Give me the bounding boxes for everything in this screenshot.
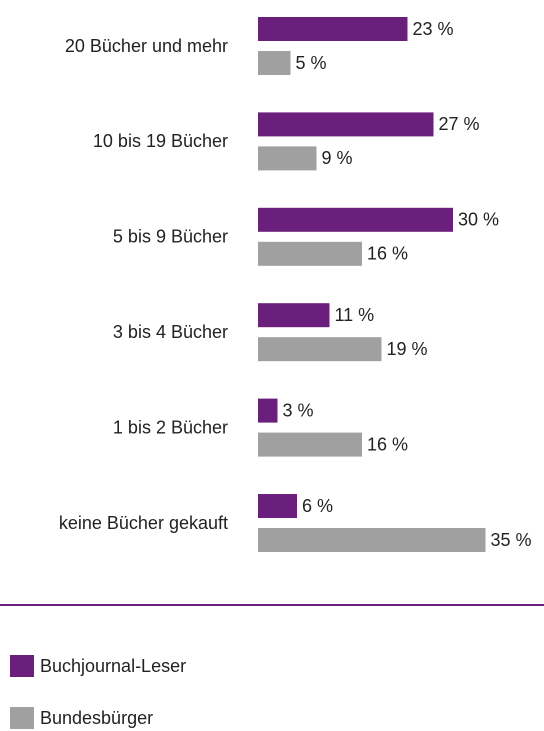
value-label: 19 % [387,339,428,359]
category-label: 3 bis 4 Bücher [113,322,228,342]
category-label: 20 Bücher und mehr [65,36,228,56]
category-label: keine Bücher gekauft [59,513,228,533]
bar [258,241,362,266]
bar [258,494,297,518]
legend-swatch [10,655,34,677]
value-label: 5 % [296,53,327,73]
bar [258,51,291,75]
category-label: 5 bis 9 Bücher [113,227,228,247]
bar [258,398,278,423]
bar [258,207,453,232]
bar [258,112,434,137]
value-label: 16 % [367,244,408,264]
bar [258,337,382,362]
legend-label: Buchjournal-Leser [40,656,186,676]
legend-label: Bundesbürger [40,708,153,728]
bar [258,303,330,328]
value-label: 6 % [302,496,333,516]
value-label: 35 % [491,530,532,550]
value-label: 23 % [413,19,454,39]
value-label: 11 % [335,305,375,325]
value-label: 30 % [458,210,499,230]
value-label: 3 % [283,400,314,420]
legend-swatch [10,707,34,729]
category-label: 1 bis 2 Bücher [113,417,228,437]
value-label: 9 % [322,148,353,168]
bar [258,528,486,552]
value-label: 16 % [367,434,408,454]
value-label: 27 % [439,114,480,134]
category-label: 10 bis 19 Bücher [93,131,228,151]
bar [258,146,317,171]
bar [258,432,362,457]
bar [258,17,408,41]
